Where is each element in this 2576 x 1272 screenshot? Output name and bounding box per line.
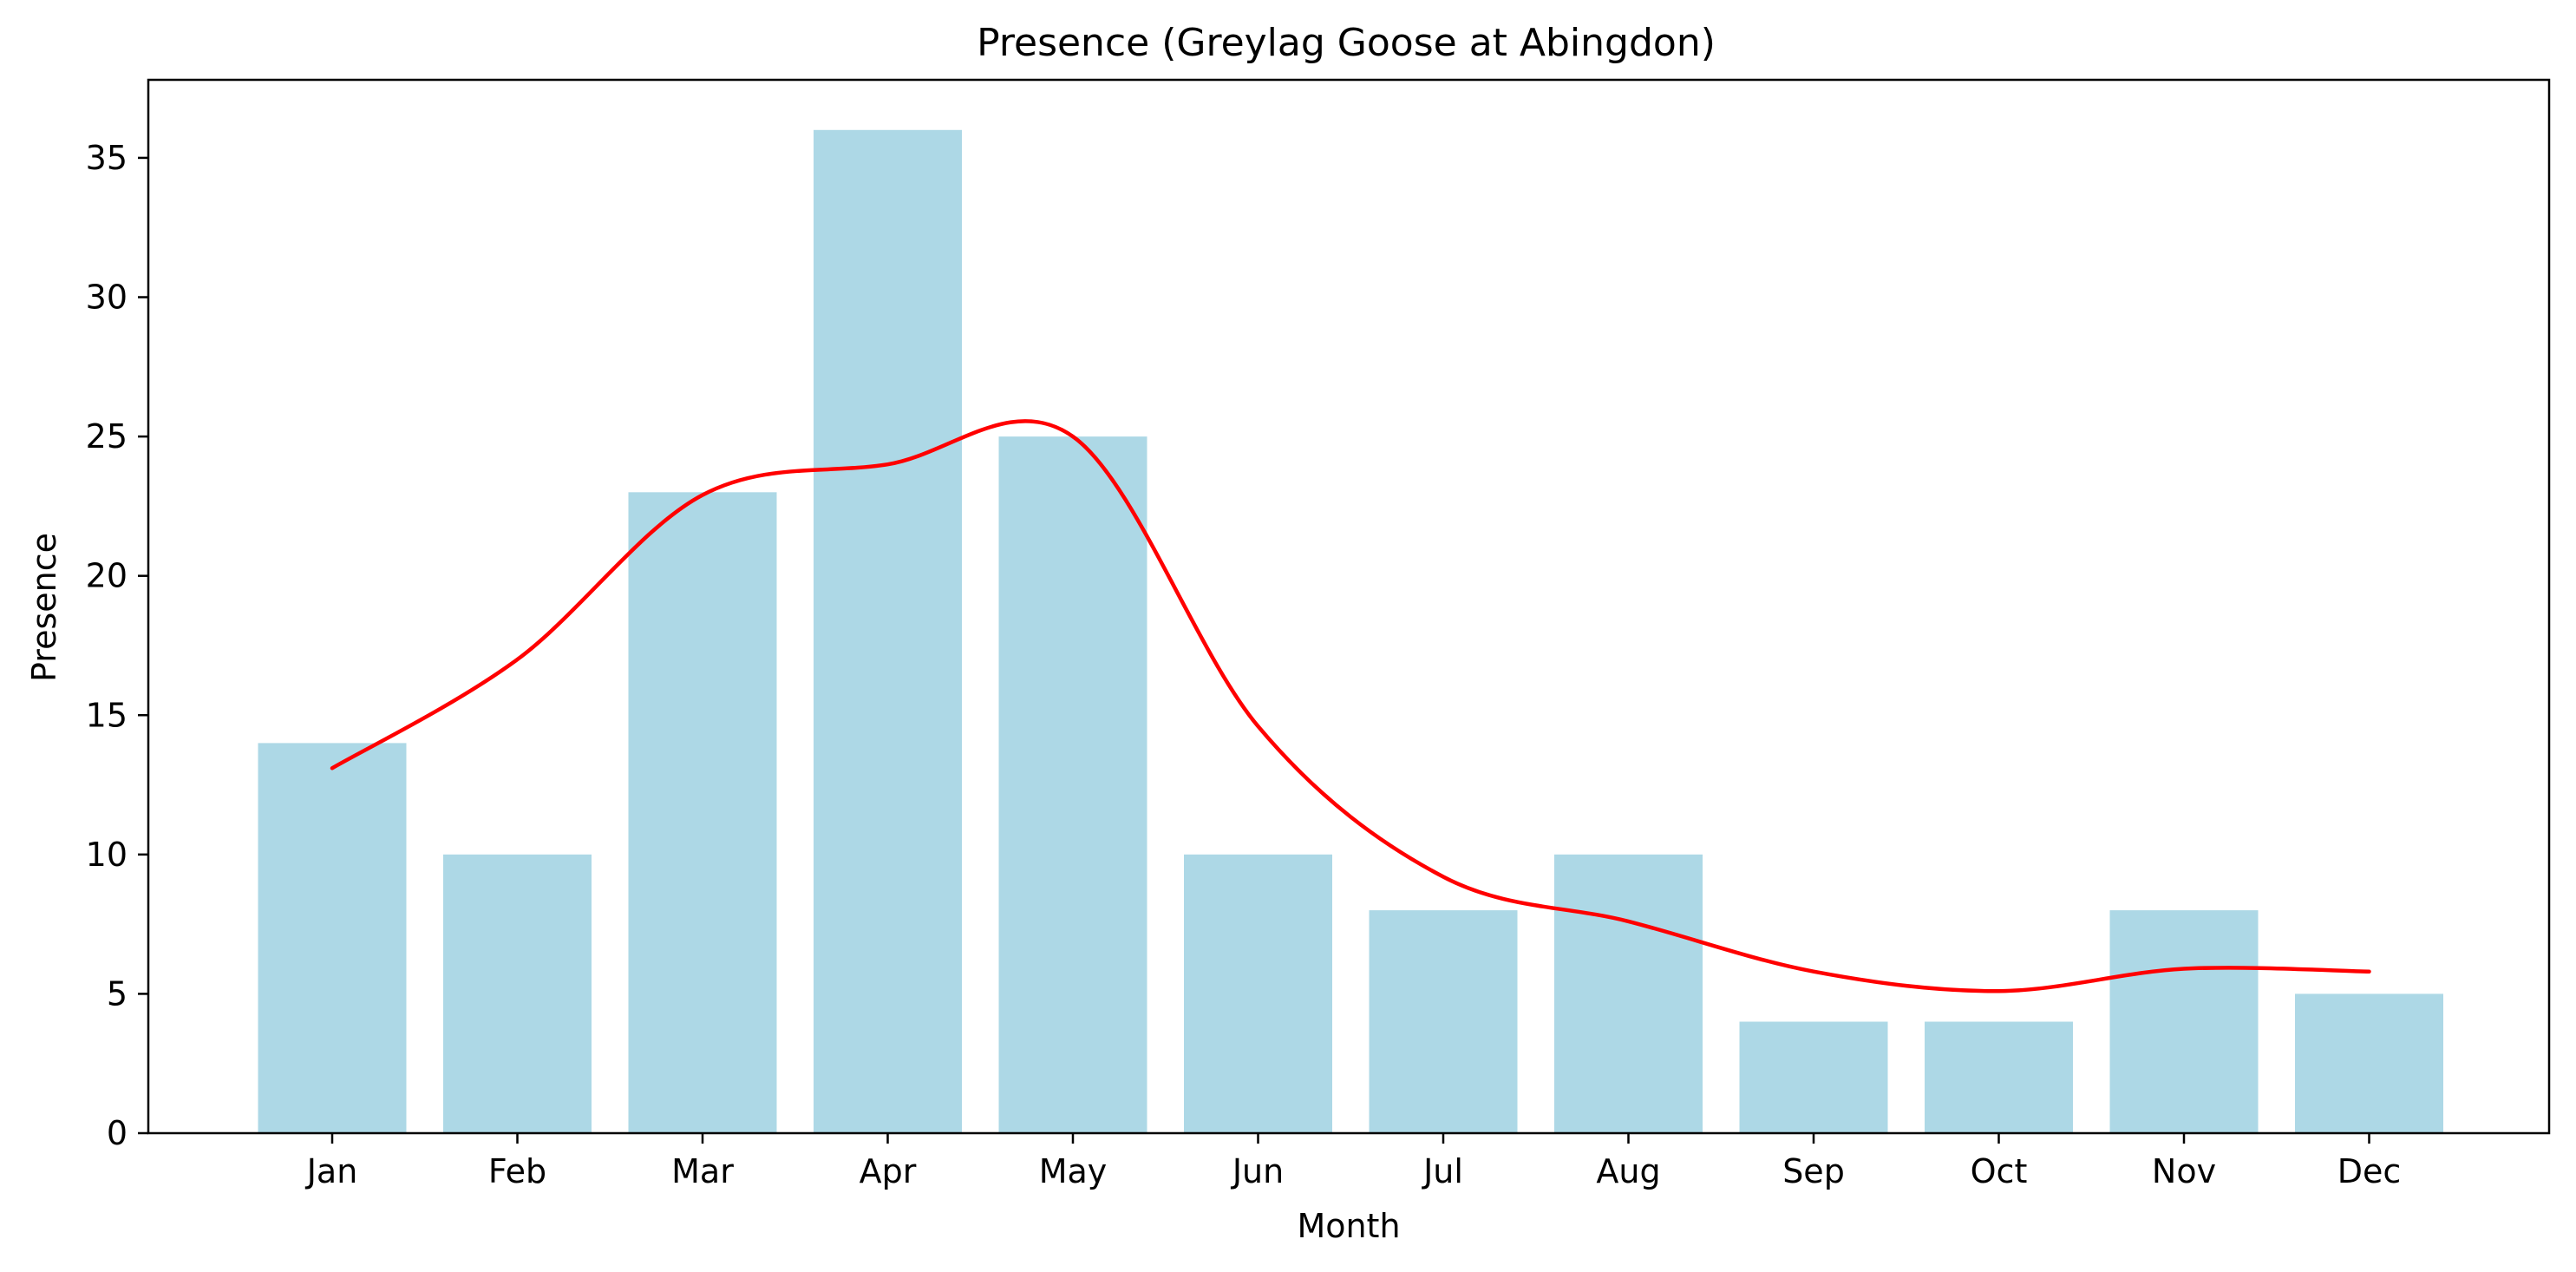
bar-oct xyxy=(1925,1021,2073,1133)
y-tick-label-25: 25 xyxy=(86,417,127,456)
y-tick-label-15: 15 xyxy=(86,696,127,734)
x-tick-label-sep: Sep xyxy=(1782,1152,1845,1190)
bar-feb xyxy=(443,854,592,1133)
x-tick-label-feb: Feb xyxy=(488,1152,546,1190)
x-tick-label-jul: Jul xyxy=(1422,1152,1463,1190)
bar-may xyxy=(998,436,1147,1134)
x-tick-label-aug: Aug xyxy=(1596,1152,1660,1190)
trend-line xyxy=(330,419,2371,993)
bar-sep xyxy=(1739,1021,1888,1133)
chart-title: Presence (Greylag Goose at Abingdon) xyxy=(977,21,1716,65)
bar-jul xyxy=(1369,910,1518,1133)
y-tick-label-10: 10 xyxy=(86,836,127,874)
y-tick-label-5: 5 xyxy=(107,974,127,1013)
x-tick-label-may: May xyxy=(1039,1152,1108,1190)
x-tick-label-apr: Apr xyxy=(860,1152,917,1190)
plot-frame xyxy=(147,78,2551,1135)
x-tick-label-dec: Dec xyxy=(2337,1152,2402,1190)
x-tick-label-nov: Nov xyxy=(2152,1152,2216,1190)
y-tick-label-20: 20 xyxy=(86,557,127,595)
y-tick-label-35: 35 xyxy=(86,139,127,177)
x-tick-label-jan: Jan xyxy=(305,1152,358,1190)
bar-jun xyxy=(1184,854,1332,1133)
x-tick-label-mar: Mar xyxy=(671,1152,734,1190)
bar-dec xyxy=(2295,993,2443,1133)
y-tick-label-0: 0 xyxy=(107,1114,127,1152)
plot-area xyxy=(258,129,2443,1134)
y-axis-label: Presence xyxy=(25,533,63,682)
x-tick-label-oct: Oct xyxy=(1971,1152,2028,1190)
bar-aug xyxy=(1554,854,1703,1133)
bar-nov xyxy=(2109,910,2259,1133)
bar-mar xyxy=(628,492,777,1133)
x-axis-label: Month xyxy=(1297,1207,1400,1245)
axes: Jan Feb Mar Apr May Jun Jul Aug Sep Oct Nov Dec 0 5 10… xyxy=(86,139,2402,1190)
x-tick-label-jun: Jun xyxy=(1231,1152,1284,1190)
bar-apr xyxy=(814,129,962,1133)
bar-jan xyxy=(258,743,407,1133)
y-tick-label-30: 30 xyxy=(86,279,127,317)
